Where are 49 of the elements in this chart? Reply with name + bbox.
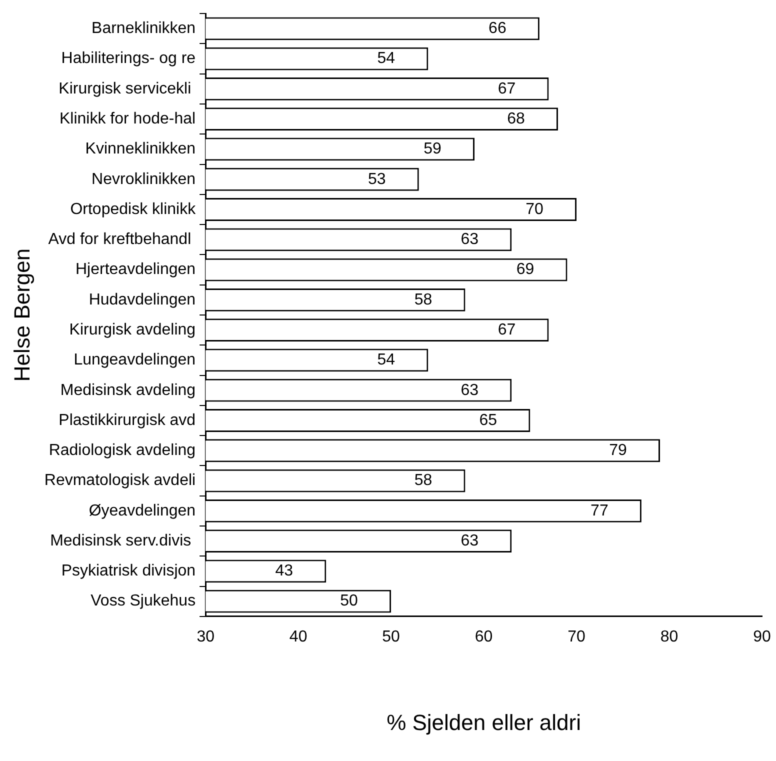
y-tick-label: Hudavdelingen [88,291,196,308]
data-label: 69 [516,261,534,278]
y-tick-label: Kirurgisk avdeling [69,321,196,338]
y-tick-label: Lungeavdelingen [74,352,196,369]
data-label: 63 [460,231,479,248]
x-tick-label: 70 [568,628,586,646]
data-label: 68 [507,110,525,128]
data-label: 58 [414,472,432,490]
y-tick-label: Voss Sjukehus [90,592,196,610]
y-axis-title: Helse Bergen [9,248,34,382]
y-tick-label: Kirurgisk servicekli [58,80,196,98]
y-tick-label: Medisinsk serv.divis [50,532,196,550]
y-tick-label: Hjerteavdelingen [76,261,196,278]
data-label: 65 [479,412,498,429]
data-label: 63 [460,382,479,399]
x-tick-label: 30 [196,628,215,646]
x-axis-title: % Sjelden eller aldri [386,710,582,735]
y-tick-label: Plastikkirurgisk avd [58,412,196,429]
data-label: 77 [590,502,608,520]
y-tick-label: Psykiatrisk divisjon [61,562,196,580]
x-tick-label: 90 [753,628,771,646]
y-tick-label: Revmatologisk avdeli [44,472,196,490]
y-tick-label: Habiliterings- og re [61,50,196,68]
data-label: 50 [340,592,358,610]
x-tick-label: 40 [289,628,308,646]
y-tick-label: Radiologisk avdeling [48,442,196,460]
data-label: 58 [414,291,432,308]
y-tick-label: Ortopedisk klinikk [70,200,197,218]
x-tick-label: 60 [474,628,493,646]
data-label: 70 [526,200,544,218]
y-tick-label: Klinikk for hode-hal [60,110,196,128]
data-label: 59 [424,140,442,158]
data-label: 43 [275,562,294,580]
y-tick-label: Kvinneklinikken [85,140,196,158]
y-tick-label: Medisinsk avdeling [60,382,196,399]
data-label: 54 [377,352,396,369]
y-tick-label: Barneklinikken [92,20,196,38]
data-label: 67 [498,321,516,338]
data-label: 67 [498,80,516,98]
x-tick-label: 80 [660,628,678,646]
data-label: 53 [368,170,386,188]
y-tick-label: Avd for kreftbehandl [48,231,196,248]
y-tick-label: Nevroklinikken [92,170,196,188]
y-tick-label: Øyeavdelingen [88,502,196,520]
data-label: 66 [488,20,506,38]
data-label: 54 [377,50,396,68]
x-tick-label: 50 [382,628,400,646]
data-label: 79 [609,442,627,460]
data-label: 63 [460,532,479,550]
